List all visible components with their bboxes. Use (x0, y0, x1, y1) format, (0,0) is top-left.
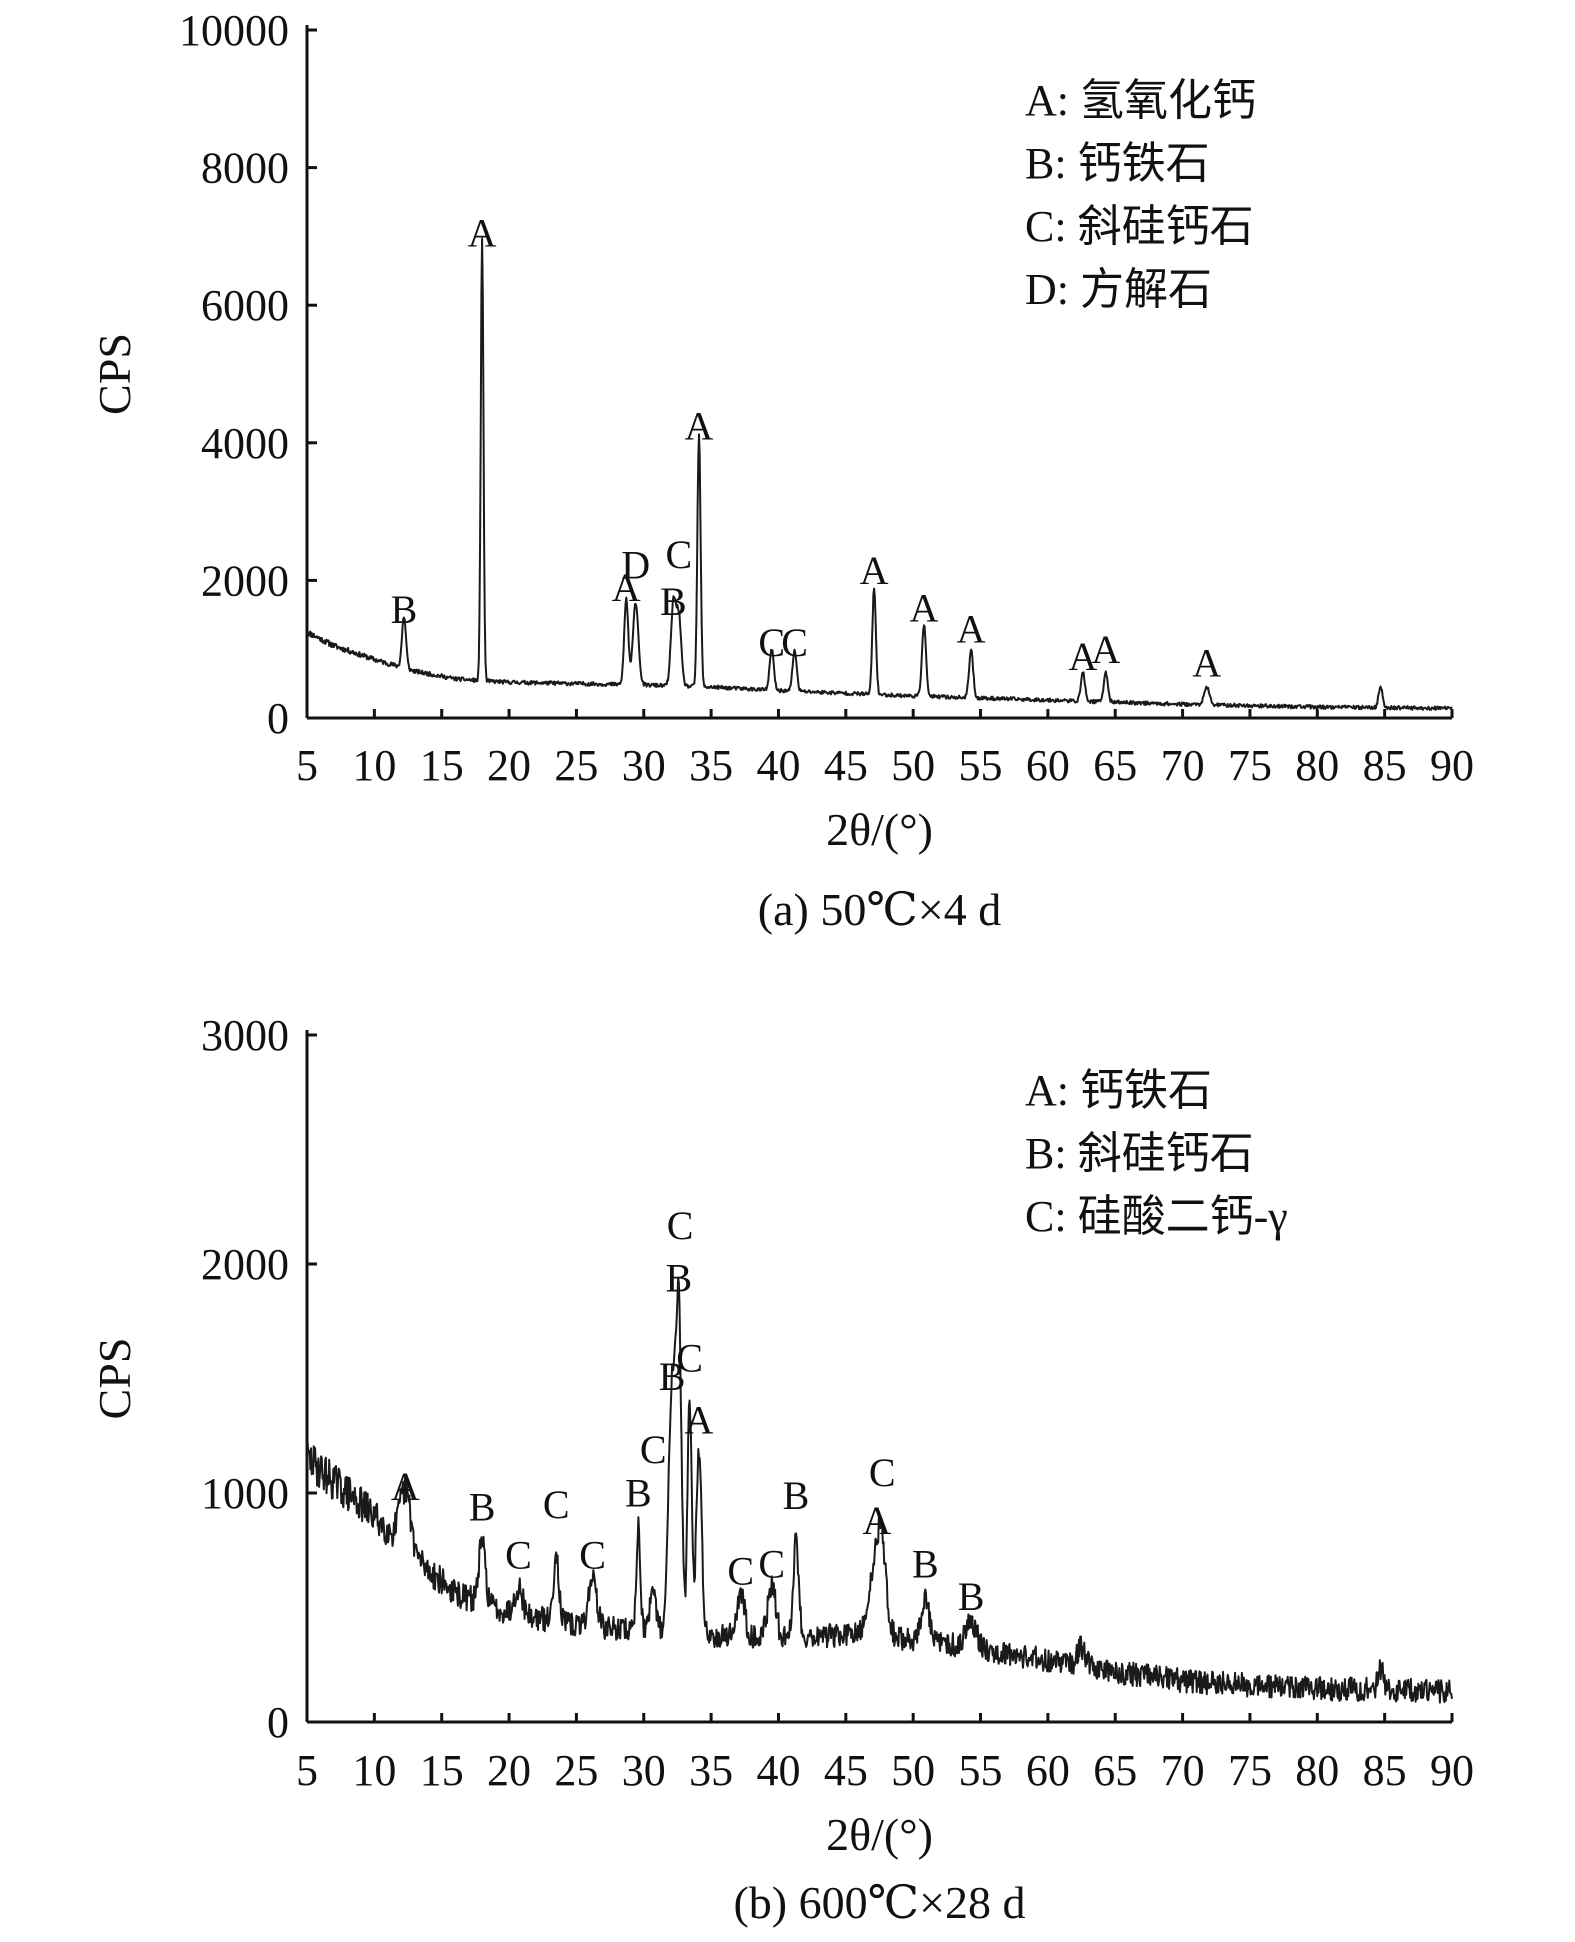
legend-entry: A: 氢氧化钙 (1025, 76, 1256, 125)
x-tick-label: 20 (487, 741, 531, 790)
x-tick-label: 10 (352, 1746, 396, 1795)
x-tick-label: 15 (420, 1746, 464, 1795)
peak-label: B (665, 1255, 692, 1300)
x-tick-label: 25 (554, 741, 598, 790)
x-tick-label: 85 (1363, 1746, 1407, 1795)
peak-label: B (958, 1574, 985, 1619)
x-tick-label: 30 (622, 1746, 666, 1795)
peak-label: B (783, 1473, 810, 1518)
peak-label: A (1192, 641, 1221, 686)
peak-label: A (957, 606, 986, 651)
x-tick-label: 70 (1161, 1746, 1205, 1795)
peak-label: A (612, 565, 641, 610)
x-tick-label: 45 (824, 741, 868, 790)
x-tick-label: 15 (420, 741, 464, 790)
y-tick-label: 1000 (201, 1469, 289, 1518)
x-tick-label: 90 (1430, 741, 1474, 790)
x-tick-label: 35 (689, 1746, 733, 1795)
peak-label: C (640, 1427, 667, 1472)
x-tick-label: 55 (959, 1746, 1003, 1795)
peak-label: A (910, 586, 939, 631)
peak-label: C (758, 1542, 785, 1587)
peak-label: C (667, 1203, 694, 1248)
xrd-chart-a: 5 10 15 20 25 30 35 40 45 50 55 60 65 70 75 80 85 90 0 2000… (89, 6, 1474, 935)
peak-label: C (758, 620, 785, 665)
peak-label: B (391, 587, 418, 632)
y-tick-label: 3000 (201, 1011, 289, 1060)
peak-label: A (685, 1397, 714, 1442)
x-tick-label: 35 (689, 741, 733, 790)
peak-label: A (685, 403, 714, 448)
x-tick-label: 50 (891, 741, 935, 790)
y-axis-label: CPS (89, 1338, 140, 1420)
peak-label: C (579, 1533, 606, 1578)
x-tick-label: 5 (296, 741, 318, 790)
peak-label: A (1091, 627, 1120, 672)
peak-label: A (862, 1498, 891, 1543)
xrd-chart-b: 5 10 15 20 25 30 35 40 45 50 55 60 65 70 75 80 85 90 0 1000… (89, 1011, 1474, 1928)
xrd-trace (306, 1276, 1453, 1704)
legend-entry: B: 钙铁石 (1025, 139, 1210, 188)
legend-entry: B: 斜硅钙石 (1025, 1129, 1254, 1178)
peak-label: A (1068, 634, 1097, 679)
x-tick-label: 75 (1228, 1746, 1272, 1795)
y-tick-label: 0 (267, 694, 289, 743)
y-axis-label: CPS (89, 333, 140, 415)
peak-label: B (659, 1354, 686, 1399)
x-tick-label: 45 (824, 1746, 868, 1795)
peak-label: C (869, 1450, 896, 1495)
x-tick-label: 10 (352, 741, 396, 790)
peak-label: C (665, 532, 692, 577)
chart-caption: (a) 50℃×4 d (758, 884, 1001, 935)
x-tick-label: 85 (1363, 741, 1407, 790)
x-tick-label: 65 (1093, 741, 1137, 790)
chart-caption: (b) 600℃×28 d (733, 1877, 1025, 1928)
peak-label: C (505, 1533, 532, 1578)
y-tick-label: 2000 (201, 556, 289, 605)
x-tick-label: 70 (1161, 741, 1205, 790)
y-tick-label: 10000 (179, 6, 289, 55)
peak-label: A (860, 548, 889, 593)
x-tick-label: 65 (1093, 1746, 1137, 1795)
peak-label: B (469, 1484, 496, 1529)
x-axis-label: 2θ/(°) (826, 804, 933, 855)
peak-label: C (676, 1336, 703, 1381)
xrd-trace (306, 237, 1453, 711)
x-tick-label: 60 (1026, 1746, 1070, 1795)
peak-label: A (391, 1464, 420, 1509)
legend-entry: C: 斜硅钙石 (1025, 202, 1254, 251)
legend-entry: D: 方解石 (1025, 265, 1212, 314)
peak-label: C (781, 620, 808, 665)
legend-entry: C: 硅酸二钙-γ (1025, 1192, 1288, 1241)
x-tick-label: 40 (756, 1746, 800, 1795)
peak-label: D (621, 542, 650, 587)
peak-label: A (468, 211, 497, 256)
x-tick-label: 5 (296, 1746, 318, 1795)
peak-label: B (660, 579, 687, 624)
y-tick-label: 0 (267, 1698, 289, 1747)
x-axis-label: 2θ/(°) (826, 1809, 933, 1860)
x-tick-label: 80 (1295, 1746, 1339, 1795)
x-tick-label: 20 (487, 1746, 531, 1795)
y-tick-label: 6000 (201, 281, 289, 330)
x-tick-label: 30 (622, 741, 666, 790)
peak-label: C (543, 1482, 570, 1527)
x-tick-label: 55 (959, 741, 1003, 790)
peak-label: B (625, 1471, 652, 1516)
x-tick-label: 25 (554, 1746, 598, 1795)
peak-label: B (912, 1542, 939, 1587)
legend-entry: A: 钙铁石 (1025, 1066, 1212, 1115)
x-tick-label: 50 (891, 1746, 935, 1795)
x-tick-label: 90 (1430, 1746, 1474, 1795)
y-tick-label: 8000 (201, 144, 289, 193)
x-tick-label: 40 (756, 741, 800, 790)
x-tick-label: 80 (1295, 741, 1339, 790)
y-tick-label: 2000 (201, 1240, 289, 1289)
peak-label: C (727, 1549, 754, 1594)
x-tick-label: 75 (1228, 741, 1272, 790)
x-tick-label: 60 (1026, 741, 1070, 790)
y-tick-label: 4000 (201, 419, 289, 468)
